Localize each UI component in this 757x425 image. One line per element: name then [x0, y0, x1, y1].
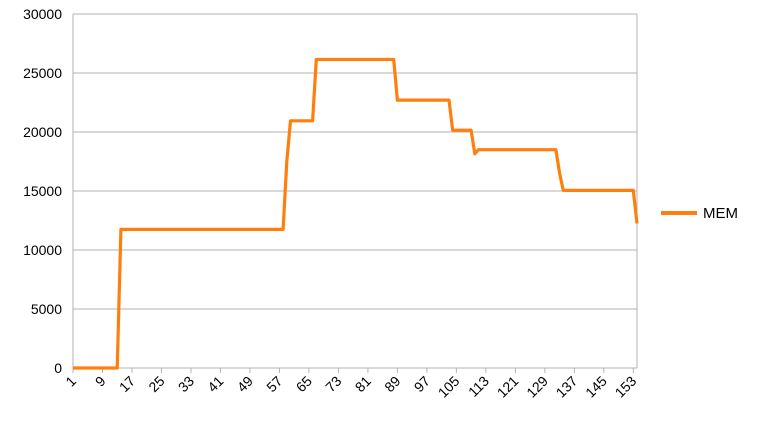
x-tick-label-41: 41 [204, 373, 226, 395]
legend-label-mem: MEM [703, 205, 738, 222]
legend: MEM [661, 205, 738, 222]
y-tick-label-20000: 20000 [23, 124, 62, 140]
series-line-mem [73, 57, 639, 370]
x-tick-label-153: 153 [612, 373, 640, 401]
y-axis-tick-labels: 0 5000 10000 15000 20000 25000 30000 [23, 6, 62, 376]
x-tick-label-105: 105 [435, 373, 463, 401]
series-layer [73, 57, 639, 370]
x-tick-label-17: 17 [116, 373, 138, 395]
x-tick-label-113: 113 [465, 373, 492, 400]
x-tick-label-129: 129 [523, 373, 551, 401]
y-tick-label-5000: 5000 [31, 301, 62, 317]
x-tick-label-49: 49 [234, 373, 256, 395]
y-tick-label-25000: 25000 [23, 65, 62, 81]
x-tick-label-33: 33 [175, 373, 197, 395]
x-tick-label-97: 97 [411, 373, 433, 395]
x-tick-label-81: 81 [352, 373, 374, 395]
y-tick-label-30000: 30000 [23, 6, 62, 22]
x-axis-tick-labels: 1 9 17 25 33 41 49 57 65 73 81 89 97 105 113 121 129 137 1… [62, 373, 639, 401]
x-tick-label-1: 1 [62, 373, 79, 390]
x-tick-label-121: 121 [494, 373, 522, 401]
x-tick-label-145: 145 [582, 373, 610, 401]
y-tick-label-10000: 10000 [23, 242, 62, 258]
x-tick-label-73: 73 [322, 373, 344, 395]
x-tick-label-25: 25 [145, 373, 167, 395]
x-tick-label-9: 9 [92, 373, 109, 390]
y-tick-label-15000: 15000 [23, 183, 62, 199]
x-tick-label-57: 57 [263, 373, 285, 395]
x-tick-label-137: 137 [553, 373, 581, 401]
gridlines [72, 13, 638, 373]
x-tick-label-89: 89 [381, 373, 403, 395]
y-tick-label-0: 0 [54, 360, 62, 376]
x-tick-label-65: 65 [293, 373, 315, 395]
